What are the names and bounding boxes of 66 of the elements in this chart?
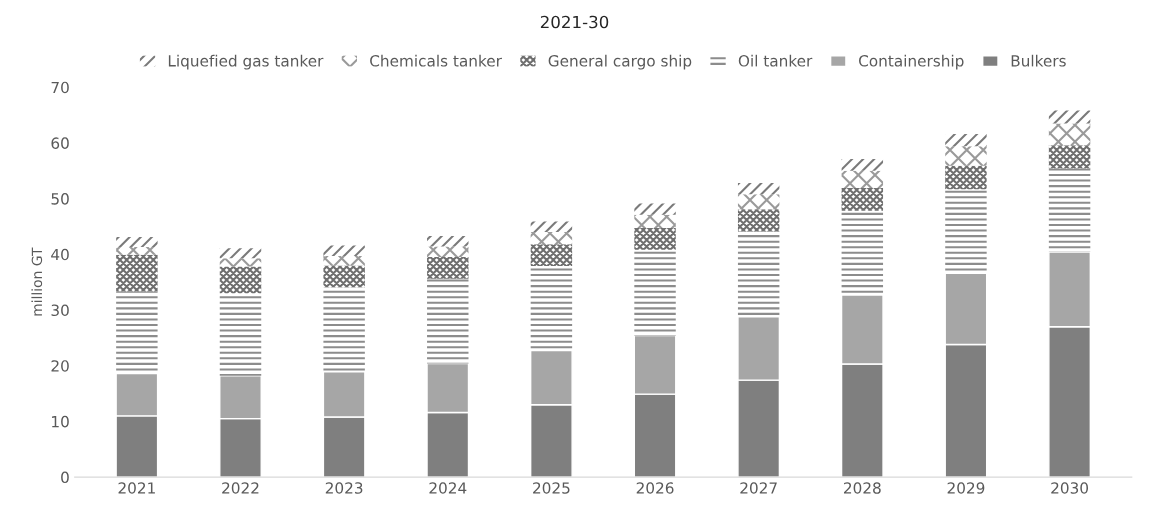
bar	[427, 257, 469, 279]
bar	[737, 194, 780, 210]
x-tick-label: 2022	[222, 482, 259, 494]
bar	[530, 266, 573, 351]
bar	[841, 210, 884, 295]
bar	[737, 209, 780, 232]
bar	[219, 293, 262, 376]
bar	[219, 248, 262, 259]
legend-label: Bulkers	[1011, 54, 1066, 67]
bar	[634, 249, 676, 336]
x-tick-label: 2021	[118, 482, 155, 494]
bar	[841, 159, 884, 171]
legend-label: Chemicals tanker	[370, 54, 502, 67]
bar	[116, 237, 158, 248]
bar	[219, 266, 262, 294]
x-tick-label: 2025	[533, 482, 570, 494]
bar	[116, 247, 158, 255]
bar	[530, 244, 573, 266]
bar	[427, 246, 469, 258]
bar	[323, 287, 365, 372]
y-axis-title: million GT	[31, 247, 43, 316]
x-tick-label: 2027	[740, 482, 777, 494]
bar	[323, 255, 365, 266]
y-tick-label: 0	[61, 471, 69, 484]
y-tick-label: 20	[51, 360, 69, 372]
bar	[945, 189, 987, 274]
x-tick-label: 2030	[1051, 482, 1089, 494]
bar	[841, 188, 884, 211]
x-tick-label: 2026	[636, 482, 674, 494]
y-tick-label: 10	[52, 415, 69, 428]
x-tick-label: 2028	[843, 482, 881, 494]
bar	[634, 214, 676, 229]
x-tick-label: 2029	[947, 482, 985, 494]
y-tick-label: 40	[51, 248, 69, 261]
bar	[116, 254, 158, 292]
chart-title: 2021-30	[540, 15, 609, 29]
legend-label: Oil tanker	[738, 54, 813, 67]
y-tick-label: 30	[51, 304, 69, 317]
x-tick-label: 2024	[429, 482, 467, 494]
bar	[323, 245, 365, 256]
bar	[945, 146, 987, 166]
y-tick-label: 70	[51, 81, 69, 94]
bar	[634, 228, 676, 250]
bar	[634, 203, 676, 215]
bar	[737, 183, 780, 195]
bar	[737, 231, 780, 317]
bar	[530, 221, 573, 233]
bar	[427, 235, 469, 247]
y-tick-label: 50	[51, 193, 69, 205]
legend-label: Containership	[859, 54, 964, 70]
bar	[1048, 145, 1091, 169]
bar	[427, 278, 469, 364]
bar	[323, 265, 365, 288]
bar	[116, 291, 158, 374]
bar	[219, 258, 262, 267]
legend-label: General cargo ship	[548, 54, 692, 70]
bar	[530, 232, 573, 245]
y-tick-label: 60	[51, 137, 69, 149]
bar	[945, 165, 987, 190]
bar	[1048, 110, 1091, 124]
legend-label: Liquefied gas tanker	[168, 54, 324, 70]
bar	[1048, 168, 1091, 253]
bar	[945, 134, 987, 147]
bar	[1048, 123, 1091, 146]
x-tick-label: 2023	[325, 482, 363, 494]
bar	[841, 170, 884, 189]
